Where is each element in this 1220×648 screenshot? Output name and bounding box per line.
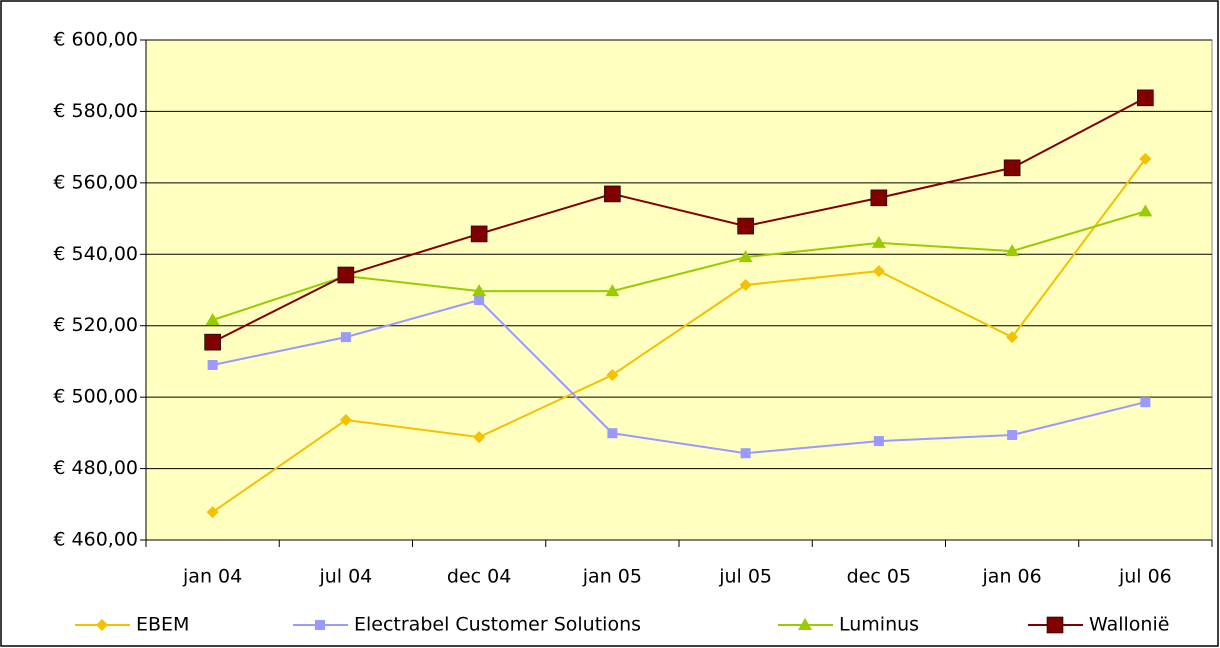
y-tick-label: € 460,00 bbox=[53, 529, 138, 551]
marker bbox=[470, 225, 488, 243]
legend-label: Luminus bbox=[839, 614, 919, 636]
marker bbox=[739, 279, 752, 291]
marker bbox=[1003, 159, 1021, 177]
marker bbox=[737, 217, 754, 235]
marker bbox=[206, 506, 219, 519]
marker bbox=[340, 332, 351, 343]
legend-label: Electrabel Customer Solutions bbox=[354, 614, 641, 636]
series-line bbox=[212, 298, 1146, 455]
legend-label: EBEM bbox=[136, 614, 189, 636]
legend-marker bbox=[315, 620, 325, 630]
marker bbox=[1140, 397, 1151, 408]
marker bbox=[474, 295, 485, 305]
series-line bbox=[212, 158, 1147, 513]
plot-area bbox=[145, 39, 1213, 541]
legend-marker bbox=[1046, 616, 1064, 634]
marker bbox=[738, 250, 753, 263]
legend-marker bbox=[96, 619, 108, 631]
marker bbox=[740, 448, 751, 459]
x-tick-label: jan 06 bbox=[982, 566, 1042, 588]
legend-marker bbox=[798, 618, 812, 630]
series-line bbox=[212, 96, 1146, 344]
x-tick-label: dec 04 bbox=[447, 566, 511, 588]
x-tick-label: dec 05 bbox=[847, 566, 911, 588]
marker bbox=[1005, 244, 1020, 257]
marker bbox=[207, 360, 218, 370]
x-tick-label: jul 06 bbox=[1118, 566, 1172, 588]
marker bbox=[1139, 152, 1152, 165]
marker bbox=[339, 414, 352, 426]
x-tick-label: jan 05 bbox=[582, 566, 642, 588]
marker bbox=[607, 428, 618, 439]
marker bbox=[205, 313, 220, 325]
marker bbox=[605, 284, 620, 297]
marker bbox=[1138, 204, 1153, 217]
marker bbox=[473, 431, 486, 444]
y-tick-label: € 540,00 bbox=[53, 243, 138, 265]
marker bbox=[472, 284, 487, 297]
y-tick-label: € 480,00 bbox=[53, 457, 138, 479]
marker bbox=[337, 266, 355, 284]
y-tick-label: € 500,00 bbox=[53, 386, 138, 408]
marker bbox=[204, 333, 221, 351]
marker bbox=[606, 369, 619, 381]
x-tick-label: jul 04 bbox=[318, 566, 372, 588]
marker bbox=[870, 189, 888, 207]
marker bbox=[604, 185, 621, 203]
y-tick-label: € 600,00 bbox=[53, 29, 138, 51]
x-tick-label: jul 05 bbox=[718, 566, 772, 588]
y-tick-label: € 560,00 bbox=[53, 171, 138, 193]
marker bbox=[1137, 89, 1154, 107]
marker bbox=[872, 265, 885, 278]
marker bbox=[873, 436, 884, 447]
marker bbox=[1007, 430, 1018, 440]
x-tick-label: jan 04 bbox=[182, 566, 242, 588]
marker bbox=[871, 235, 886, 248]
series-line bbox=[212, 210, 1146, 321]
legend-label: Wallonië bbox=[1089, 614, 1169, 636]
y-tick-label: € 580,00 bbox=[53, 100, 138, 122]
y-tick-label: € 520,00 bbox=[53, 314, 138, 336]
marker bbox=[1006, 331, 1019, 344]
